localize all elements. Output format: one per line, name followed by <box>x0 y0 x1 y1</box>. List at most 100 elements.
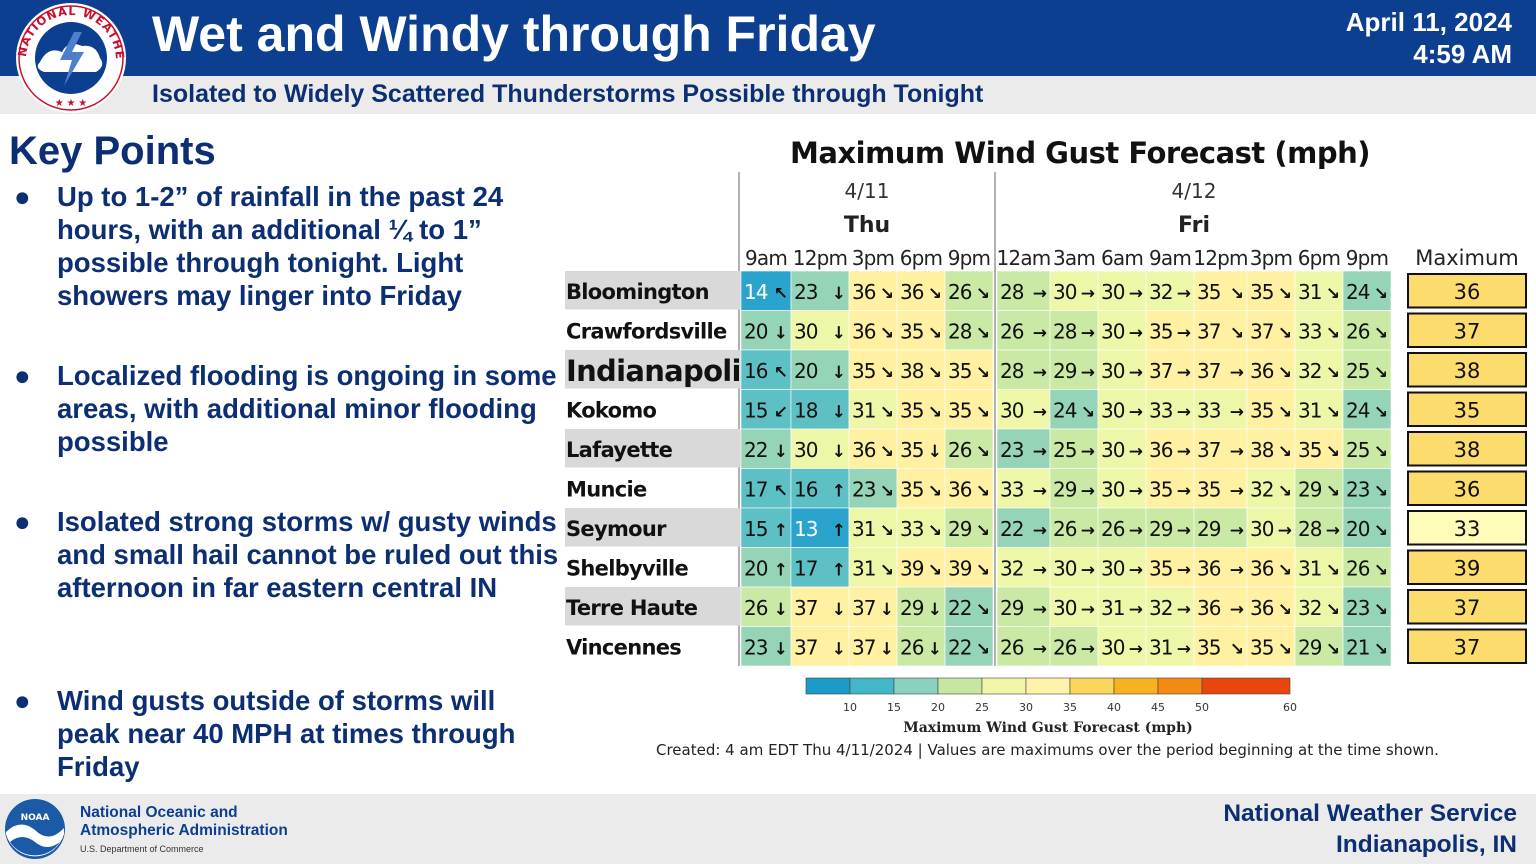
wind-direction-arrow: → <box>1129 639 1143 659</box>
gust-value: 26 <box>744 596 768 620</box>
max-value: 36 <box>1454 477 1481 501</box>
wind-direction-arrow: ↘ <box>976 442 990 462</box>
gust-value: 15 <box>744 517 767 541</box>
gust-value: 29 <box>948 517 972 541</box>
time-header: 9pm <box>948 246 991 270</box>
wind-direction-arrow: ↘ <box>976 560 990 580</box>
gust-value: 30 <box>1053 556 1077 580</box>
gust-value: 26 <box>948 280 972 304</box>
gust-value: 37 <box>1197 438 1221 462</box>
wind-direction-arrow: ↘ <box>1278 442 1292 462</box>
wind-direction-arrow: ↘ <box>1374 521 1388 541</box>
gust-value: 36 <box>948 477 972 501</box>
gust-value: 26 <box>1346 556 1370 580</box>
max-value: 36 <box>1454 280 1481 304</box>
wind-direction-arrow: → <box>1230 600 1244 620</box>
gust-value: 35 <box>1250 280 1273 304</box>
city-label: Crawfordsville <box>566 319 727 343</box>
noaa-department: U.S. Department of Commerce <box>80 844 204 854</box>
city-label: Seymour <box>566 517 667 541</box>
page-subtitle: Isolated to Widely Scattered Thunderstor… <box>152 80 984 108</box>
gust-cell <box>896 270 946 311</box>
bullet-dot: ● <box>14 181 31 212</box>
wind-direction-arrow: ↘ <box>1326 284 1340 304</box>
issue-datetime: April 11, 2024 4:59 AM <box>1346 6 1512 70</box>
gust-cell <box>1294 626 1344 667</box>
wind-direction-arrow: ↘ <box>1374 323 1388 343</box>
gust-value: 21 <box>1346 635 1369 659</box>
gust-value: 22 <box>948 596 971 620</box>
wind-direction-arrow: ↘ <box>1326 442 1340 462</box>
wind-direction-arrow: ↘ <box>928 284 942 304</box>
gust-cell <box>740 468 792 509</box>
gust-cell <box>944 349 994 390</box>
wind-direction-arrow: ↘ <box>976 284 990 304</box>
wind-direction-arrow: ↖ <box>774 363 788 383</box>
wind-direction-arrow: ↖ <box>774 481 788 501</box>
row-shade <box>565 508 741 547</box>
max-cell <box>1407 510 1527 546</box>
gust-value: 37 <box>794 635 818 659</box>
wind-direction-arrow: ↘ <box>928 560 942 580</box>
gust-value: 24 <box>1346 398 1370 422</box>
bullet-dot: ● <box>14 506 31 537</box>
gust-cell <box>944 310 994 351</box>
nws-office-line1: National Weather Service <box>1223 800 1517 827</box>
gust-value: 35 <box>948 359 971 383</box>
gust-cell <box>1097 428 1147 469</box>
gust-cell <box>896 428 946 469</box>
gust-value: 36 <box>1197 596 1221 620</box>
gust-value: 36 <box>852 438 876 462</box>
gust-value: 37 <box>794 596 818 620</box>
gust-value: 39 <box>948 556 972 580</box>
gust-value: 24 <box>1053 398 1077 422</box>
key-point-text: Localized flooding is ongoing in some ar… <box>57 360 557 457</box>
gust-value: 28 <box>1053 319 1077 343</box>
gust-cell <box>1097 270 1147 311</box>
time-header: 9am <box>745 246 787 270</box>
gust-value: 31 <box>1149 635 1172 659</box>
gust-cell <box>740 389 792 430</box>
wind-direction-arrow: → <box>1033 600 1047 620</box>
gust-value: 29 <box>1197 517 1221 541</box>
time-header: 12pm <box>1193 246 1247 270</box>
key-point-text: Wind gusts outside of storms will peak n… <box>57 685 516 782</box>
gust-cell <box>1246 586 1296 627</box>
wind-direction-arrow: → <box>1230 521 1244 541</box>
wind-direction-arrow: → <box>1129 323 1143 343</box>
gust-cell <box>848 547 898 588</box>
max-cell <box>1407 589 1527 625</box>
gust-value: 30 <box>1000 398 1024 422</box>
gust-cell <box>740 626 792 667</box>
gust-value: 26 <box>1000 635 1024 659</box>
max-value: 37 <box>1454 319 1481 343</box>
key-point: ● Wind gusts outside of storms will peak… <box>14 684 562 783</box>
gust-value: 26 <box>900 635 924 659</box>
gust-cell <box>790 626 850 667</box>
wind-direction-arrow: → <box>1033 363 1047 383</box>
gust-value: 30 <box>1101 319 1125 343</box>
gust-cell <box>790 349 850 390</box>
wind-direction-arrow: ↘ <box>976 323 990 343</box>
wind-direction-arrow: ↘ <box>928 323 942 343</box>
gust-value: 26 <box>1053 517 1077 541</box>
city-label: Shelbyville <box>566 556 689 580</box>
gust-value: 31 <box>1101 596 1124 620</box>
wind-direction-arrow: ↓ <box>832 402 846 422</box>
gust-cell <box>790 468 850 509</box>
gust-cell <box>944 389 994 430</box>
wind-direction-arrow: ↘ <box>1374 442 1388 462</box>
wind-direction-arrow: ↘ <box>1278 481 1292 501</box>
time-header: 9am <box>1149 246 1191 270</box>
gust-value: 35 <box>1250 398 1273 422</box>
colorbar-segment <box>1025 677 1071 695</box>
noaa-name-line2: Atmospheric Administration <box>80 822 288 839</box>
gust-value: 31 <box>852 517 875 541</box>
max-value: 33 <box>1454 517 1481 541</box>
colorbar-tick: 45 <box>1151 701 1165 714</box>
colorbar-segment <box>805 677 851 695</box>
gust-value: 30 <box>1101 359 1125 383</box>
gust-value: 35 <box>1250 635 1273 659</box>
colorbar-tick: 10 <box>843 701 857 714</box>
wind-direction-arrow: ↘ <box>1278 363 1292 383</box>
